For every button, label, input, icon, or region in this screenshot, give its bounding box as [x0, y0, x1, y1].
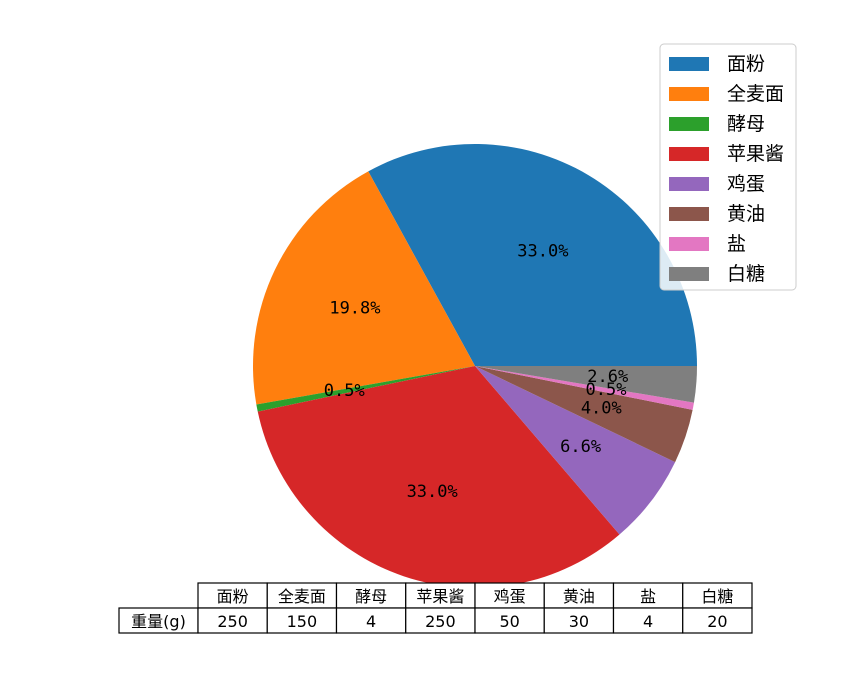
- pie-slice-6: [475, 366, 693, 463]
- table-row-label: 重量(g): [131, 612, 186, 631]
- pie-slice-1: [368, 144, 697, 366]
- pie-percent-label: 0.5%: [586, 380, 627, 400]
- pie-slice-4: [257, 366, 620, 589]
- table-column-header-cell: [405, 582, 476, 609]
- table-column-header: 鸡蛋: [494, 587, 526, 606]
- pie-slices: [253, 144, 697, 589]
- legend-label: 鸡蛋: [727, 173, 765, 195]
- table-value-cell: [682, 607, 753, 634]
- table-column-header-cell: [543, 582, 615, 609]
- legend-frame: [659, 43, 797, 291]
- legend-swatch: [669, 177, 709, 191]
- legend-label: 苹果酱: [727, 143, 784, 165]
- table-value: 250: [425, 612, 456, 631]
- table-value-cell: [405, 607, 476, 634]
- legend-label: 酵母: [727, 113, 765, 135]
- table-value: 50: [499, 612, 519, 631]
- table-value-cell: [197, 607, 268, 634]
- pie-slice-5: [475, 366, 676, 535]
- legend-label: 面粉: [727, 53, 765, 75]
- pie-percent-label: 19.8%: [329, 298, 380, 318]
- pie-slice-2: [253, 171, 475, 405]
- table-value: 30: [569, 612, 589, 631]
- pie-percent-label: 0.5%: [324, 381, 365, 401]
- table-column-header: 面粉: [217, 587, 249, 606]
- table-value: 250: [217, 612, 248, 631]
- table-column-header: 酵母: [355, 587, 387, 606]
- pie-percent-label: 2.6%: [587, 367, 628, 387]
- pie-slice-7: [475, 366, 694, 410]
- pie-percent-labels: 33.0%19.8%0.5%33.0%6.6%4.0%0.5%2.6%: [324, 241, 628, 502]
- legend-label: 白糖: [727, 263, 765, 285]
- table-column-header-cell: [266, 582, 338, 609]
- pie-slice-3: [256, 366, 475, 412]
- pie-slice-8: [475, 366, 697, 403]
- table-column-header: 苹果酱: [416, 587, 464, 606]
- pie-percent-label: 4.0%: [581, 398, 622, 418]
- table-value-cell: [474, 607, 545, 634]
- table-column-header: 盐: [640, 587, 656, 606]
- table-value-cell: [266, 607, 338, 634]
- pie-percent-label: 33.0%: [407, 482, 458, 502]
- pie-percent-label: 33.0%: [517, 241, 568, 261]
- legend-swatch: [669, 117, 709, 131]
- table-column-header: 全麦面: [278, 587, 326, 606]
- legend-swatch: [669, 267, 709, 281]
- table-value-cell: [543, 607, 615, 634]
- legend-swatch: [669, 147, 709, 161]
- table-value: 20: [707, 612, 727, 631]
- legend-swatch: [669, 207, 709, 221]
- legend-label: 全麦面: [727, 83, 784, 105]
- pie-percent-label: 6.6%: [560, 437, 601, 457]
- table-value: 150: [287, 612, 318, 631]
- legend-label: 盐: [727, 233, 746, 255]
- table-column-header-cell: [682, 582, 753, 609]
- table-value: 4: [366, 612, 376, 631]
- legend-swatch: [669, 237, 709, 251]
- table-column-header: 黄油: [563, 587, 595, 606]
- legend-swatch: [669, 57, 709, 71]
- table-value-cell: [612, 607, 684, 634]
- table-column-header: 白糖: [701, 587, 733, 606]
- legend-label: 黄油: [727, 203, 765, 225]
- legend-swatch: [669, 87, 709, 101]
- table-value: 4: [643, 612, 653, 631]
